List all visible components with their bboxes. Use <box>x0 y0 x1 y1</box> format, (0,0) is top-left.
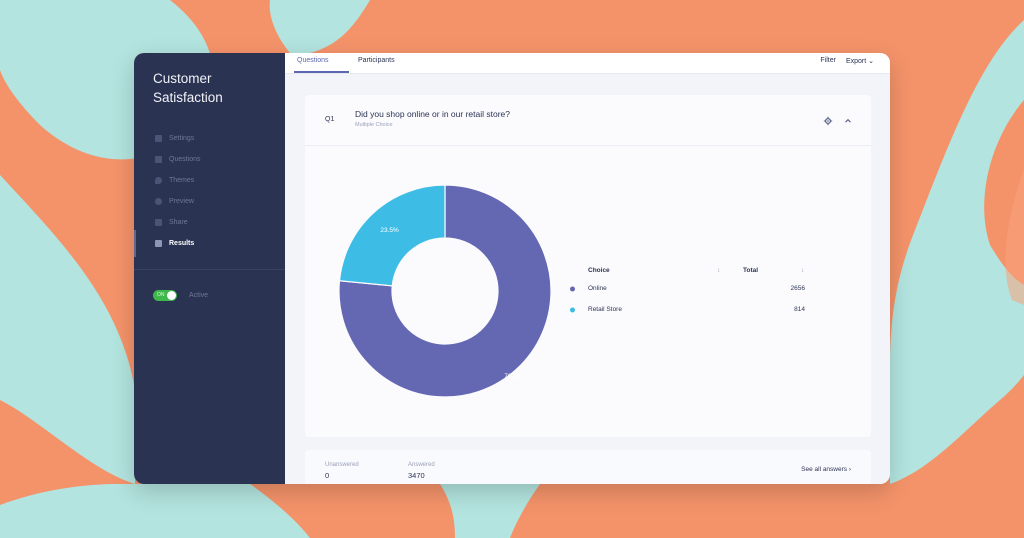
choice-cell: Retail Store <box>588 306 622 313</box>
main-content: Questions Participants Filter Export ⌄ Q… <box>285 53 890 484</box>
sidebar-item-questions[interactable]: Questions <box>134 149 285 170</box>
results-icon <box>155 240 162 247</box>
answered-label: Answered <box>408 462 435 468</box>
sidebar-item-preview[interactable]: Preview <box>134 191 285 212</box>
share-icon <box>155 219 162 226</box>
total-cell: 814 <box>794 306 805 313</box>
sidebar-divider <box>134 269 285 270</box>
legend-dot-retail-store <box>570 307 575 312</box>
sidebar-item-results[interactable]: Results <box>134 230 285 257</box>
sidebar-item-share[interactable]: Share <box>134 212 285 233</box>
toggle-on-label: ON <box>157 291 165 298</box>
questions-icon <box>155 156 162 163</box>
table-header: Choice ↕ Total ↕ <box>567 262 837 278</box>
app-window: Customer Satisfaction Settings Questions… <box>134 53 890 484</box>
see-all-answers-link[interactable]: See all answers › <box>801 466 851 473</box>
donut-chart: 76.5% 23.5% <box>338 184 552 398</box>
sidebar-item-label: Share <box>169 219 188 226</box>
sidebar-item-label: Results <box>169 240 195 247</box>
answered-stat: Answered 3470 <box>408 462 435 480</box>
slice-label-retail-store: 23.5% <box>380 227 399 234</box>
question-header-icons <box>823 113 853 126</box>
unanswered-value: 0 <box>325 471 330 480</box>
tab-questions[interactable]: Questions <box>297 57 329 64</box>
legend-dot-online <box>570 286 575 291</box>
question-card: Q1 Did you shop online or in our retail … <box>305 95 871 437</box>
choice-sort-icon[interactable]: ↕ <box>717 266 721 274</box>
themes-icon <box>155 177 162 184</box>
slice-retail-store[interactable] <box>338 184 446 287</box>
chevron-up-icon[interactable] <box>843 113 853 123</box>
preview-icon <box>155 198 162 205</box>
toggle-knob <box>167 291 176 300</box>
question-title: Did you shop online or in our retail sto… <box>355 109 510 119</box>
active-toggle[interactable]: ON <box>153 290 177 301</box>
table-row: Retail Store 814 <box>567 299 837 320</box>
total-cell: 2656 <box>790 285 805 292</box>
unanswered-label: Unanswered <box>325 462 359 468</box>
results-table: Choice ↕ Total ↕ Online 2656 R <box>567 262 837 320</box>
sidebar-item-label: Preview <box>169 198 194 205</box>
question-type: Multiple Choice <box>355 122 393 128</box>
table-row: Online 2656 <box>567 278 837 299</box>
toggle-text: Active <box>189 292 209 299</box>
total-header: Total <box>743 266 759 274</box>
slice-label-online: 76.5% <box>504 373 523 380</box>
active-toggle-row: ON Active <box>153 290 208 301</box>
answered-value: 3470 <box>408 471 425 480</box>
sidebar-item-settings[interactable]: Settings <box>134 128 285 149</box>
active-tab-indicator <box>294 71 349 73</box>
survey-title: Customer Satisfaction <box>153 71 223 105</box>
filter-button[interactable]: Filter <box>820 57 836 64</box>
chart-settings-icon[interactable] <box>823 113 833 126</box>
answers-summary: Unanswered 0 Answered 3470 See all answe… <box>305 450 871 484</box>
sidebar-item-label: Questions <box>169 156 201 163</box>
sidebar: Customer Satisfaction Settings Questions… <box>134 53 285 484</box>
export-button[interactable]: Export ⌄ <box>845 58 874 65</box>
settings-icon <box>155 135 162 142</box>
top-actions: Filter Export ⌄ <box>820 57 874 65</box>
sidebar-item-themes[interactable]: Themes <box>134 170 285 191</box>
sidebar-nav: Settings Questions Themes Preview Share … <box>134 128 285 257</box>
question-header: Q1 Did you shop online or in our retail … <box>305 95 871 146</box>
total-sort-icon[interactable]: ↕ <box>801 266 805 274</box>
tab-participants[interactable]: Participants <box>358 57 395 64</box>
choice-header: Choice <box>588 266 610 274</box>
question-number: Q1 <box>325 116 335 123</box>
sidebar-item-label: Settings <box>169 135 195 142</box>
sidebar-item-label: Themes <box>169 177 195 184</box>
slice-online[interactable] <box>338 184 552 398</box>
choice-cell: Online <box>588 285 607 292</box>
unanswered-stat: Unanswered 0 <box>325 462 359 480</box>
top-bar: Questions Participants Filter Export ⌄ <box>285 53 890 74</box>
